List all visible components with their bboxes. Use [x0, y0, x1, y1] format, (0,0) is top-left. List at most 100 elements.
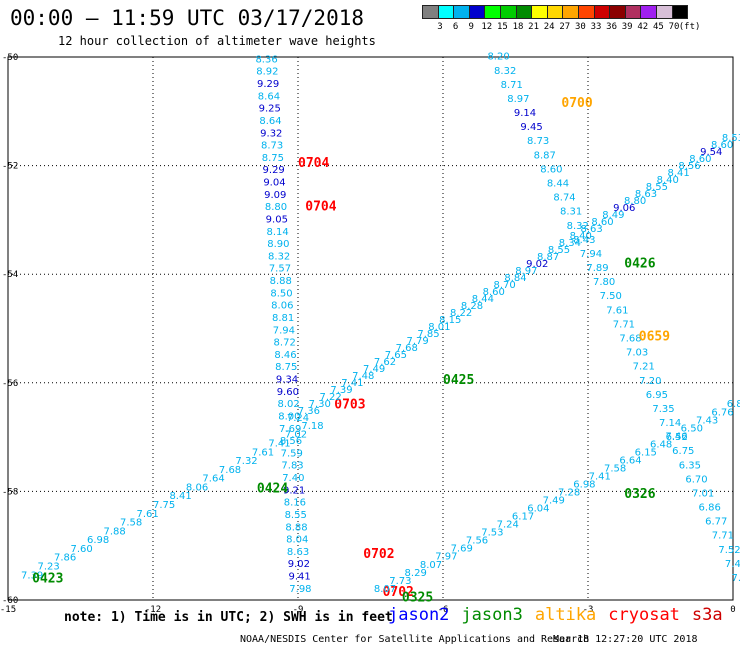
wave-height-value: 7.41	[268, 439, 290, 450]
wave-height-value: 7.68	[219, 465, 241, 476]
color-scale-label: 6	[452, 22, 459, 32]
legend-s3a: s3a	[691, 605, 723, 625]
wave-height-value: 7.57	[269, 264, 291, 275]
x-tick-label: -3	[583, 605, 594, 615]
legend-altika: altika	[534, 605, 597, 625]
pass-time-label: 0703	[334, 398, 365, 413]
wave-height-value: 7.34	[732, 573, 740, 584]
wave-height-value: 9.02	[526, 259, 548, 270]
wave-height-value: 9.29	[263, 165, 285, 176]
wave-height-value: 7.48	[352, 371, 374, 382]
wave-height-value: 7.43	[696, 415, 718, 426]
y-tick-label: -56	[2, 379, 18, 389]
wave-height-value: 6.52	[666, 432, 688, 443]
wave-height-value: 8.01	[428, 322, 450, 333]
y-tick-label: -50	[2, 53, 18, 63]
wave-height-value: 7.41	[589, 471, 611, 482]
wave-height-value: 8.55	[285, 510, 307, 521]
wave-height-value: 7.94	[273, 325, 295, 336]
pass-time-label: 0702	[383, 585, 414, 600]
wave-height-value: 9.60	[277, 387, 299, 398]
y-tick-label: -58	[2, 487, 18, 497]
wave-height-value: 8.34	[559, 238, 581, 249]
wave-height-value: 8.55	[646, 182, 668, 193]
wave-height-value: 8.63	[635, 189, 657, 200]
wave-height-value: 8.32	[567, 221, 589, 232]
wave-height-value: 7.97	[435, 552, 457, 563]
pass-time-label: 0702	[363, 547, 394, 562]
wave-height-value: 7.18	[301, 421, 323, 432]
wave-height-value: 7.39	[330, 385, 352, 396]
wave-height-value: 8.88	[270, 276, 292, 287]
pass-time-label: 0425	[443, 373, 474, 388]
wave-height-value: 8.55	[548, 245, 570, 256]
wave-height-value: 8.80	[624, 196, 646, 207]
wave-height-value: 6.50	[681, 423, 703, 434]
wave-height-value: 9.41	[288, 572, 310, 583]
wave-height-value: 7.86	[54, 553, 76, 564]
color-scale-label: 12	[481, 22, 493, 32]
x-tick-label: -6	[438, 605, 449, 615]
wave-height-value: 7.69	[279, 424, 301, 435]
chart-axes	[7, 56, 734, 601]
wave-height-value: 6.35	[679, 460, 701, 471]
wave-height-value: 8.53	[722, 133, 740, 144]
color-scale-label: 33	[590, 22, 602, 32]
wave-height-value: 7.59	[281, 448, 303, 459]
wave-height-value: 6.77	[705, 517, 727, 528]
pass-time-label: 0326	[624, 487, 655, 502]
x-tick-label: -9	[293, 605, 304, 615]
legend-jason3: jason3	[461, 605, 523, 625]
wave-height-value: 8.32	[268, 251, 290, 262]
wave-height-value: 8.07	[374, 584, 396, 595]
wave-height-value: 8.56	[280, 436, 302, 447]
wave-height-value: 9.09	[264, 190, 286, 201]
wave-height-value: 7.58	[604, 463, 626, 474]
wave-height-value: 6.04	[527, 504, 549, 515]
wave-height-value: 7.75	[153, 500, 175, 511]
wave-height-value: 8.73	[261, 141, 283, 152]
wave-height-value: 8.72	[274, 338, 296, 349]
color-scale-label: 42	[637, 22, 649, 32]
wave-height-value: 7.22	[319, 392, 341, 403]
wave-height-value: 8.36	[255, 54, 277, 65]
wave-height-value: 8.15	[439, 315, 461, 326]
wave-height-value: 7.39	[21, 570, 43, 581]
wave-height-value: 8.02	[277, 399, 299, 410]
wave-height-value: 7.64	[202, 474, 224, 485]
wave-height-value: 8.31	[560, 207, 582, 218]
footer-note: note: 1) Time is in UTC; 2) SWH is in fe…	[64, 610, 393, 625]
chart-grid	[8, 57, 733, 600]
color-scale-label: 30	[574, 22, 586, 32]
color-scale-label: 45	[652, 22, 664, 32]
x-tick-label: -12	[145, 605, 161, 615]
wave-height-value: 9.04	[263, 178, 285, 189]
wave-height-value: 8.49	[602, 210, 624, 221]
footer-timestamp: Mar 18 12:27:20 UTC 2018	[553, 634, 698, 645]
legend-cryosat: cryosat	[608, 605, 680, 625]
wave-height-value: 8.70	[493, 280, 515, 291]
pass-time-label: 0659	[639, 330, 670, 345]
wave-height-value: 8.60	[591, 217, 613, 228]
wave-height-value: 8.84	[504, 273, 526, 284]
wave-height-value: 9.14	[514, 108, 536, 119]
wave-height-value: 8.28	[461, 301, 483, 312]
wave-height-value: 8.63	[287, 547, 309, 558]
wave-height-value: 6.95	[646, 390, 668, 401]
wave-height-value: 7.73	[389, 576, 411, 587]
wave-height-value: 7.53	[481, 528, 503, 539]
wave-height-value: 9.06	[613, 203, 635, 214]
color-scale-label: 39	[621, 22, 633, 32]
wave-height-value: 7.83	[281, 461, 303, 472]
wave-height-value: 9.54	[700, 147, 722, 158]
color-scale-label: 24	[543, 22, 555, 32]
wave-height-value: 8.81	[272, 313, 294, 324]
pass-time-label: 0704	[305, 199, 336, 214]
wave-height-value: 6.98	[87, 535, 109, 546]
wave-height-value: 8.46	[274, 350, 296, 361]
wave-height-value: 8.64	[258, 91, 280, 102]
chart-title: 00:00 – 11:59 UTC 03/17/2018	[10, 6, 365, 30]
wave-height-value: 7.14	[659, 418, 681, 429]
pass-time-label: 0700	[561, 96, 592, 111]
